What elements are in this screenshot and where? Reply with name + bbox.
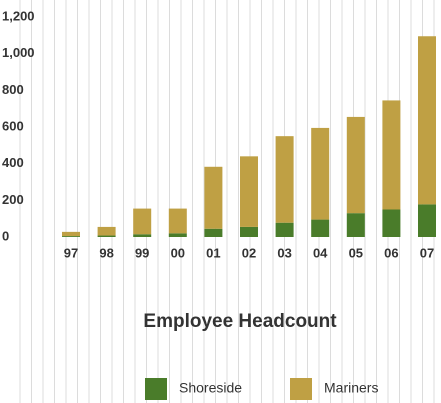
x-tick-label: 05 — [349, 245, 363, 260]
bar-segment — [168, 233, 187, 237]
bar-segment — [97, 226, 116, 236]
bar-segment — [275, 222, 294, 237]
x-tick-label: 97 — [64, 245, 78, 260]
legend-swatch — [145, 378, 167, 400]
y-tick-label: 1,000 — [2, 45, 35, 60]
bar-segment — [418, 36, 436, 205]
bar-segment — [62, 231, 80, 237]
bar-segment — [204, 166, 223, 229]
x-tick-label: 06 — [384, 245, 398, 260]
x-tick-label: 03 — [277, 245, 291, 260]
x-tick-label: 04 — [313, 245, 328, 260]
bar-segment — [240, 156, 258, 227]
bar-segment — [346, 213, 365, 237]
bar-segment — [382, 209, 401, 237]
y-tick-label: 400 — [2, 155, 24, 170]
x-tick-label: 07 — [420, 245, 434, 260]
bar-segment — [168, 208, 187, 234]
y-tick-label: 600 — [2, 118, 24, 133]
bar-segment — [382, 100, 401, 210]
bar-segment — [204, 228, 223, 237]
y-tick-label: 200 — [2, 192, 24, 207]
bar-segment — [311, 219, 330, 237]
bar-segment — [346, 116, 365, 214]
chart-title: Employee Headcount — [143, 311, 337, 332]
background-lines — [19, 0, 435, 403]
x-tick-label: 98 — [99, 245, 113, 260]
legend-swatch — [290, 378, 312, 400]
x-tick-label: 99 — [135, 245, 149, 260]
bar-segment — [97, 235, 116, 237]
bar-segment — [62, 236, 80, 237]
x-tick-label: 02 — [242, 245, 256, 260]
y-tick-label: 1,200 — [2, 8, 35, 23]
bar-segment — [418, 204, 436, 237]
x-tick-label: 01 — [206, 245, 220, 260]
bar-segment — [133, 208, 152, 235]
y-tick-label: 800 — [2, 82, 24, 97]
x-tick-label: 00 — [171, 245, 185, 260]
bar-segment — [311, 127, 330, 220]
legend-label: Mariners — [324, 380, 378, 396]
bar-segment — [275, 136, 294, 223]
y-tick-label: 0 — [2, 228, 9, 243]
legend-label: Shoreside — [179, 380, 242, 396]
bar-segment — [133, 234, 152, 237]
bar-segment — [240, 226, 258, 237]
